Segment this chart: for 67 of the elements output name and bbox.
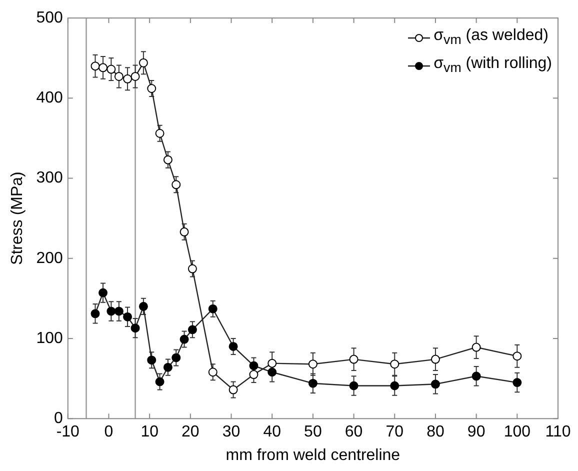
point bbox=[249, 361, 258, 370]
x-tick-label: 20 bbox=[182, 424, 200, 441]
point bbox=[349, 381, 358, 390]
x-tick-label: 40 bbox=[263, 424, 282, 441]
point bbox=[98, 288, 108, 298]
point bbox=[106, 64, 116, 74]
x-tick-label: 50 bbox=[304, 424, 322, 441]
point bbox=[512, 352, 522, 361]
point bbox=[155, 377, 164, 386]
point bbox=[390, 360, 400, 369]
point bbox=[90, 62, 100, 71]
x-tick-label: 60 bbox=[344, 424, 363, 441]
y-tick-label: 200 bbox=[36, 250, 63, 267]
point bbox=[188, 325, 197, 334]
point bbox=[138, 302, 148, 311]
point bbox=[430, 380, 440, 389]
point bbox=[228, 342, 238, 351]
x-tick-label: 110 bbox=[545, 424, 571, 441]
point bbox=[180, 334, 189, 344]
legend-label: σ$_{vm}$ (as welded) bbox=[434, 26, 548, 50]
point bbox=[163, 362, 172, 372]
point bbox=[123, 74, 132, 84]
point bbox=[390, 381, 400, 390]
point bbox=[130, 324, 140, 333]
point bbox=[90, 309, 100, 318]
point bbox=[472, 342, 481, 352]
point bbox=[147, 84, 156, 94]
point bbox=[138, 58, 148, 68]
point bbox=[268, 358, 277, 368]
y-tick-label: 100 bbox=[36, 330, 63, 347]
point bbox=[472, 372, 481, 381]
point bbox=[188, 264, 197, 274]
x-tick-label: 90 bbox=[467, 424, 486, 441]
x-tick-label: 70 bbox=[386, 424, 404, 441]
point bbox=[106, 306, 116, 316]
point bbox=[268, 368, 277, 377]
point bbox=[172, 353, 181, 362]
point bbox=[123, 312, 132, 322]
point bbox=[349, 354, 358, 364]
point bbox=[98, 63, 108, 72]
x-tick-label: 80 bbox=[426, 424, 444, 441]
y-axis-title: Stress (MPa) bbox=[9, 172, 26, 265]
point bbox=[228, 385, 238, 394]
point bbox=[163, 155, 172, 164]
point bbox=[114, 306, 124, 316]
x-tick-label: 0 bbox=[104, 424, 114, 441]
x-tick-label: 10 bbox=[140, 424, 159, 441]
point bbox=[208, 368, 218, 377]
point bbox=[430, 354, 440, 364]
point bbox=[180, 227, 189, 236]
y-tick-label: 300 bbox=[36, 170, 63, 187]
x-axis-title: mm from weld centreline bbox=[226, 446, 400, 464]
point bbox=[512, 378, 522, 388]
x-tick-label: 100 bbox=[504, 424, 531, 441]
point bbox=[308, 378, 318, 388]
y-tick-label: 400 bbox=[36, 90, 63, 107]
point bbox=[308, 360, 318, 369]
point bbox=[130, 72, 140, 81]
point bbox=[155, 128, 164, 138]
point bbox=[114, 72, 124, 81]
point bbox=[147, 356, 156, 365]
point bbox=[208, 304, 218, 314]
legend-label: σ$_{vm}$ (with rolling) bbox=[434, 54, 552, 78]
y-tick-label: 500 bbox=[36, 9, 63, 26]
point bbox=[249, 370, 258, 380]
x-tick-label: 30 bbox=[222, 424, 240, 441]
point bbox=[172, 180, 181, 190]
